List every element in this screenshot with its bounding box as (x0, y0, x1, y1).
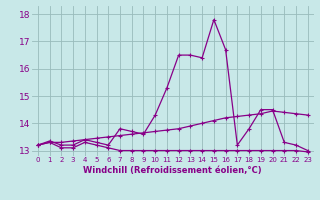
X-axis label: Windchill (Refroidissement éolien,°C): Windchill (Refroidissement éolien,°C) (84, 166, 262, 175)
